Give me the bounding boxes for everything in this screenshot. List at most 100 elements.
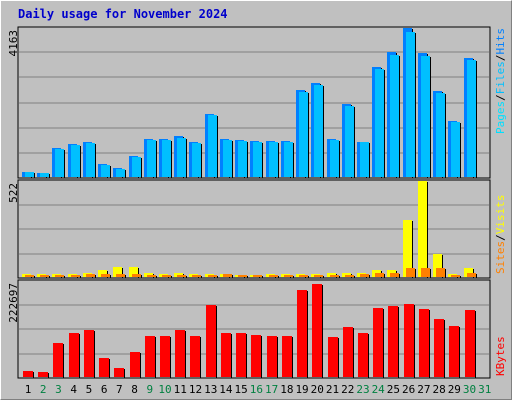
kbytes-bar-shadow <box>475 311 476 378</box>
sites-bar <box>360 274 369 277</box>
files-bar <box>390 55 399 177</box>
files-bar <box>345 106 354 177</box>
sites-bar-shadow <box>354 276 355 278</box>
sites-bar <box>208 275 217 277</box>
files-bar <box>330 140 339 177</box>
sites-bar-shadow <box>95 275 96 278</box>
visits-bar-shadow <box>122 268 123 278</box>
sites-bar <box>253 275 262 277</box>
x-tick-label: 1 <box>25 383 32 396</box>
files-bar-shadow <box>399 56 400 178</box>
sites-bar-shadow <box>445 269 446 278</box>
sites-bar-shadow <box>80 276 81 278</box>
sites-bar-shadow <box>460 276 461 278</box>
x-tick-label: 6 <box>101 383 108 396</box>
files-bar <box>436 93 445 177</box>
kbytes-bar <box>38 372 48 377</box>
x-tick-label: 29 <box>448 383 461 396</box>
sites-bar-shadow <box>125 275 126 278</box>
visits-bar-shadow <box>442 255 443 278</box>
kbytes-bar-shadow <box>246 334 247 378</box>
kbytes-bar-shadow <box>277 337 278 378</box>
files-bar-shadow <box>476 61 477 178</box>
x-tick-label: 19 <box>295 383 308 396</box>
visits-bar <box>129 267 138 277</box>
kbytes-bar <box>53 343 63 377</box>
sites-bar <box>421 268 430 277</box>
sites-bar <box>375 273 384 277</box>
x-tick-label: 4 <box>70 383 77 396</box>
sites-bar-shadow <box>247 276 248 278</box>
files-bar-shadow <box>171 141 172 178</box>
files-bar <box>314 85 323 177</box>
visits-bar-shadow <box>412 221 413 278</box>
kbytes-bar <box>69 333 79 377</box>
kbytes-bar-shadow <box>307 291 308 378</box>
kbytes-bar <box>343 327 353 377</box>
sites-bar-shadow <box>201 276 202 278</box>
sites-bar-shadow <box>217 276 218 278</box>
sites-bar <box>451 275 460 277</box>
kbytes-bar-shadow <box>124 369 125 378</box>
visits-bar <box>98 270 107 277</box>
files-bar-shadow <box>34 173 35 178</box>
sites-bar <box>40 275 49 277</box>
kbytes-bar-shadow <box>79 334 80 378</box>
x-tick-label: 23 <box>356 383 369 396</box>
sites-bar <box>101 274 110 277</box>
sites-bar-shadow <box>34 276 35 278</box>
top-legend-item: Pages <box>494 101 507 134</box>
files-bar-shadow <box>217 116 218 178</box>
files-bar <box>55 149 64 177</box>
files-bar <box>208 115 217 177</box>
kbytes-bar-shadow <box>231 334 232 378</box>
sites-bar-shadow <box>64 276 65 278</box>
kbytes-bar-shadow <box>63 344 64 378</box>
files-bar <box>284 142 293 177</box>
files-bar-shadow <box>247 142 248 178</box>
files-bar <box>177 138 186 177</box>
kbytes-bar <box>328 337 338 377</box>
x-tick-label: 24 <box>372 383 386 396</box>
middle-legend-separator: / <box>494 234 507 241</box>
sites-bar-shadow <box>232 275 233 278</box>
sites-bar-shadow <box>415 269 416 278</box>
top-legend: Pages/Files/Hits <box>494 28 507 134</box>
kbytes-bar-shadow <box>459 327 460 378</box>
top-legend-separator: / <box>494 94 507 101</box>
kbytes-bar <box>23 371 33 377</box>
kbytes-bar-shadow <box>398 307 399 378</box>
sites-bar-shadow <box>278 276 279 278</box>
files-bar-shadow <box>262 143 263 178</box>
kbytes-bar <box>130 352 140 377</box>
kbytes-bar-shadow <box>48 373 49 378</box>
x-tick-label: 18 <box>280 383 293 396</box>
kbytes-bar <box>114 368 124 377</box>
files-bar <box>25 172 34 177</box>
files-bar-shadow <box>384 70 385 178</box>
files-bar-shadow <box>278 143 279 178</box>
files-bar <box>86 143 95 177</box>
sites-bar-shadow <box>430 269 431 278</box>
files-bar-shadow <box>293 143 294 178</box>
chart-title: Daily usage for November 2024 <box>18 7 228 21</box>
sites-bar <box>71 275 80 277</box>
kbytes-bar <box>251 335 261 377</box>
x-tick-label: 16 <box>250 383 263 396</box>
files-bar <box>238 141 247 177</box>
files-bar <box>192 143 201 177</box>
kbytes-bar <box>358 333 368 377</box>
x-tick-label: 11 <box>174 383 187 396</box>
bottom-legend: KBytes <box>494 336 507 376</box>
kbytes-bar <box>434 319 444 377</box>
sites-bar-shadow <box>141 275 142 278</box>
files-bar <box>253 142 262 177</box>
files-bar-shadow <box>64 150 65 178</box>
files-bar <box>467 60 476 177</box>
sites-bar <box>314 275 323 277</box>
x-tick-label: 12 <box>189 383 202 396</box>
sites-bar <box>192 275 201 277</box>
sites-bar-shadow <box>171 276 172 278</box>
